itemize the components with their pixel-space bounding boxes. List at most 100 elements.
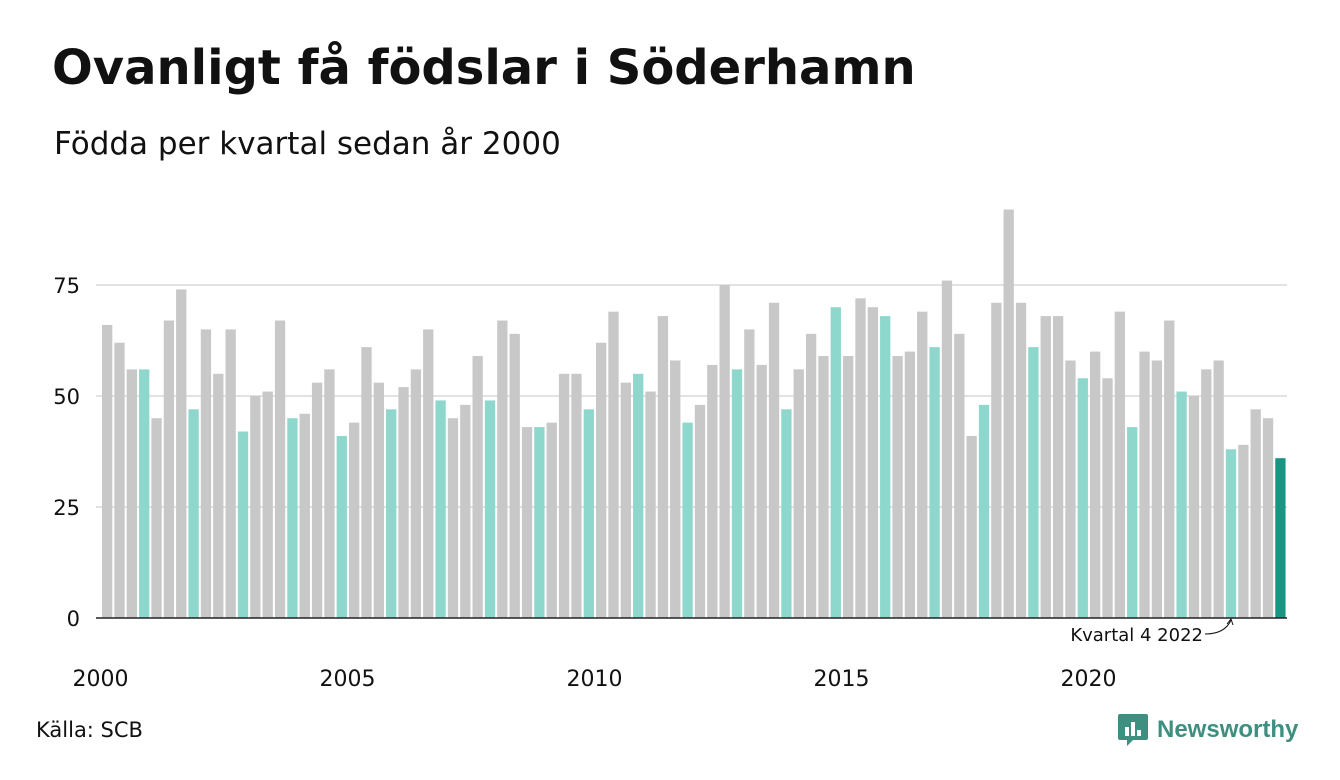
annotation-arrow (1204, 619, 1232, 635)
bars (102, 209, 1286, 618)
x-tick-label: 2005 (320, 667, 376, 692)
bar (793, 369, 804, 618)
bar (645, 391, 656, 618)
bar (410, 369, 422, 618)
bar (756, 364, 767, 618)
bar (200, 329, 212, 618)
bar (1028, 347, 1039, 618)
bar (1262, 418, 1274, 618)
bar (657, 316, 669, 618)
bar (349, 422, 360, 618)
bar (1238, 444, 1249, 618)
y-tick-label: 50 (53, 385, 80, 409)
bar (830, 307, 841, 618)
bar (620, 382, 631, 618)
bar (1151, 360, 1163, 618)
bar (596, 342, 607, 618)
bar (744, 329, 755, 618)
bar (1102, 378, 1113, 618)
bar (188, 409, 199, 618)
bar (287, 418, 298, 618)
y-tick-label: 25 (53, 496, 80, 520)
bar (386, 409, 397, 618)
bar (1090, 351, 1101, 618)
chart-subtitle: Födda per kvartal sedan år 2000 (54, 126, 561, 162)
bar (966, 435, 977, 618)
bar (558, 373, 570, 618)
brand-name: Newsworthy (1157, 716, 1299, 743)
bar (299, 413, 310, 618)
bar (608, 311, 619, 618)
bar (1164, 320, 1175, 618)
bar (719, 285, 730, 618)
bar (435, 400, 446, 618)
x-tick-label: 2010 (567, 667, 623, 692)
bar (1015, 302, 1027, 618)
bar (336, 435, 347, 618)
bar (126, 369, 137, 618)
bar (818, 356, 829, 618)
x-tick-label: 2000 (73, 667, 129, 692)
bar (262, 391, 273, 618)
bar (1213, 360, 1224, 618)
bar (176, 289, 187, 618)
x-tick-label: 2015 (814, 667, 870, 692)
bar (917, 311, 928, 618)
bar (114, 342, 125, 618)
bar (978, 404, 990, 618)
bar (954, 333, 965, 618)
brand-logo: Newsworthy (1117, 712, 1298, 748)
bar (633, 373, 644, 618)
bar (1176, 391, 1187, 618)
bar (707, 364, 718, 618)
bar (274, 320, 286, 618)
bar (1003, 209, 1014, 618)
bar (546, 422, 557, 618)
bar (1065, 360, 1076, 618)
bar (1275, 458, 1286, 618)
bar (941, 280, 953, 618)
bar (497, 320, 508, 618)
bar (805, 333, 817, 618)
bar (324, 369, 335, 618)
annotation-label: Kvartal 4 2022 (1070, 625, 1203, 646)
bar (768, 302, 780, 618)
bar (670, 360, 681, 618)
bar (509, 333, 520, 618)
bar (1127, 427, 1138, 618)
bar (991, 302, 1002, 618)
bar (1040, 316, 1051, 618)
bar (867, 307, 878, 618)
bar (361, 347, 372, 618)
bar (250, 396, 261, 618)
y-axis-ticks: 0 25 50 75 (53, 274, 80, 631)
bar (151, 418, 162, 618)
bar (534, 427, 545, 618)
bar (237, 431, 249, 618)
bar (521, 427, 533, 618)
bar (855, 298, 866, 618)
bar (682, 422, 693, 618)
bar (929, 347, 940, 618)
bar (213, 373, 224, 618)
bar (694, 404, 706, 618)
bar (163, 320, 175, 618)
bar (1225, 449, 1237, 618)
bar (311, 382, 323, 618)
bar (892, 356, 903, 618)
bar (1114, 311, 1125, 618)
bar (225, 329, 236, 618)
bar (447, 418, 459, 618)
bar (583, 409, 594, 618)
bar (1077, 378, 1088, 618)
bar (373, 382, 384, 618)
bar (423, 329, 434, 618)
bar (731, 369, 743, 618)
x-axis-ticks: 2000 2005 2010 2015 2020 (73, 667, 1117, 692)
annotation-arrowhead (1226, 617, 1234, 626)
bar (781, 409, 792, 618)
bar (472, 356, 483, 618)
bar (398, 387, 409, 618)
x-tick-label: 2020 (1061, 667, 1117, 692)
